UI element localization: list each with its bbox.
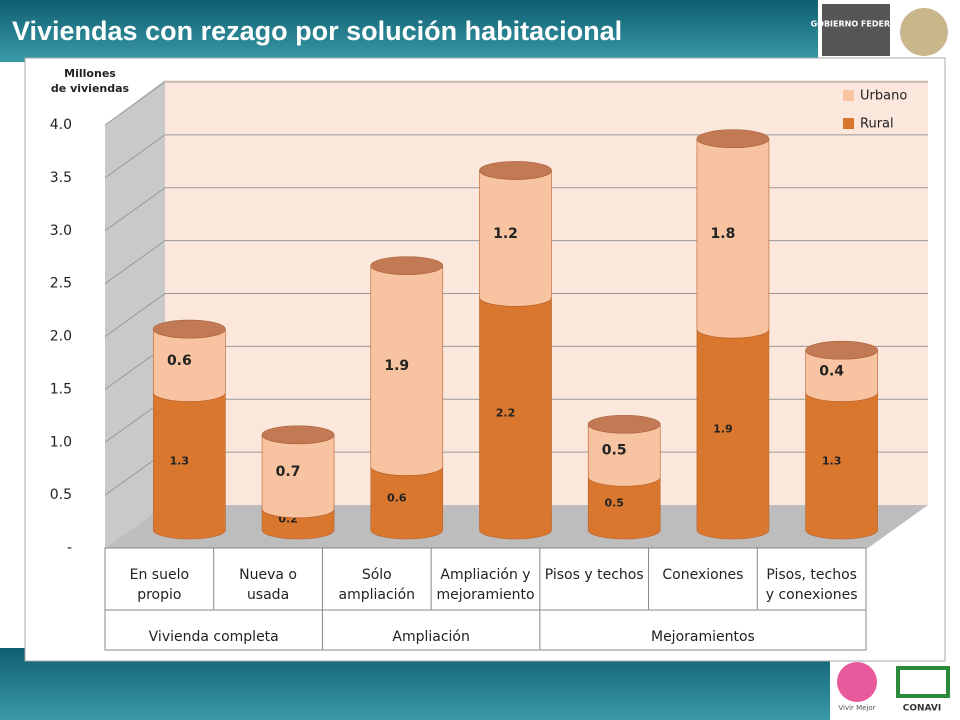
category-label: Pisos, techos y conexiones: [765, 567, 858, 603]
y-tick-label: 3.0: [50, 223, 72, 239]
y-tick-label: 4.0: [50, 117, 72, 133]
group-label: Ampliación: [392, 629, 470, 645]
grid-line: [104, 240, 928, 285]
legend-label: Urbano: [860, 89, 907, 104]
bar-top: [261, 425, 335, 445]
data-label: 0.6: [387, 491, 407, 504]
bar-top: [696, 129, 770, 149]
y-tick-label: -: [67, 540, 72, 556]
data-label: 2.2: [496, 407, 516, 420]
y-tick-label: 1.0: [50, 434, 72, 450]
category-label: Conexiones: [662, 567, 744, 583]
data-label: 1.2: [493, 226, 518, 242]
y-tick-label: 1.5: [50, 381, 72, 397]
bar-segment: [696, 329, 770, 540]
category-label: Pisos y techos: [544, 567, 644, 583]
logo-text: GOBIERNO FEDERAL: [811, 20, 902, 29]
bar-segment: [805, 392, 878, 540]
data-label: 1.9: [384, 358, 409, 374]
y-tick-label: 2.0: [50, 329, 72, 345]
data-label: 1.8: [711, 226, 736, 242]
grid-line: [104, 134, 928, 179]
logo-conavi: [896, 666, 950, 698]
logo-seal: [900, 8, 948, 56]
data-label: 1.3: [822, 454, 842, 467]
data-label: 0.4: [819, 363, 844, 379]
bar-segment: [153, 392, 226, 540]
logo-vivir: [837, 662, 877, 702]
bar-segment: [370, 466, 444, 540]
category-label: Ampliación y mejoramiento: [436, 567, 535, 603]
group-label: Mejoramientos: [650, 629, 755, 645]
bar-top: [153, 319, 226, 339]
data-label: 0.5: [602, 443, 627, 459]
logo-text: Vivir Mejor: [838, 704, 875, 712]
data-label: 0.5: [604, 497, 624, 510]
y-axis-label: de viviendas: [50, 82, 130, 95]
grid-line: [104, 81, 928, 126]
bar-top: [479, 161, 552, 180]
bar-top: [370, 256, 444, 275]
category-label: Sólo ampliación: [338, 567, 416, 603]
title-bar: [0, 0, 960, 62]
logo-text: CONAVI: [903, 704, 941, 714]
bar-top: [587, 414, 661, 434]
legend-label: Rural: [860, 117, 894, 132]
category-table: [104, 547, 867, 651]
y-tick-label: 2.5: [50, 276, 72, 292]
data-label: 1.9: [713, 423, 733, 436]
legend-swatch: [843, 90, 854, 101]
data-label: 0.6: [167, 353, 192, 369]
data-label: 1.3: [170, 454, 190, 467]
grid-line: [104, 293, 928, 337]
category-label: En suelo propio: [129, 567, 190, 603]
y-tick-label: 0.5: [50, 487, 72, 503]
data-label: 0.7: [276, 464, 301, 480]
bar-segment: [479, 297, 552, 540]
category-label: Nueva o usada: [239, 567, 297, 603]
legend-swatch: [843, 118, 854, 129]
y-axis-label: Millones: [64, 67, 116, 80]
slide-title: Viviendas con rezago por solución habita…: [12, 16, 622, 46]
group-label: Vivienda completa: [148, 629, 279, 645]
bar-top: [805, 340, 878, 360]
grid-line: [104, 187, 928, 232]
logo-box: [822, 4, 890, 56]
y-tick-label: 3.5: [50, 170, 72, 186]
